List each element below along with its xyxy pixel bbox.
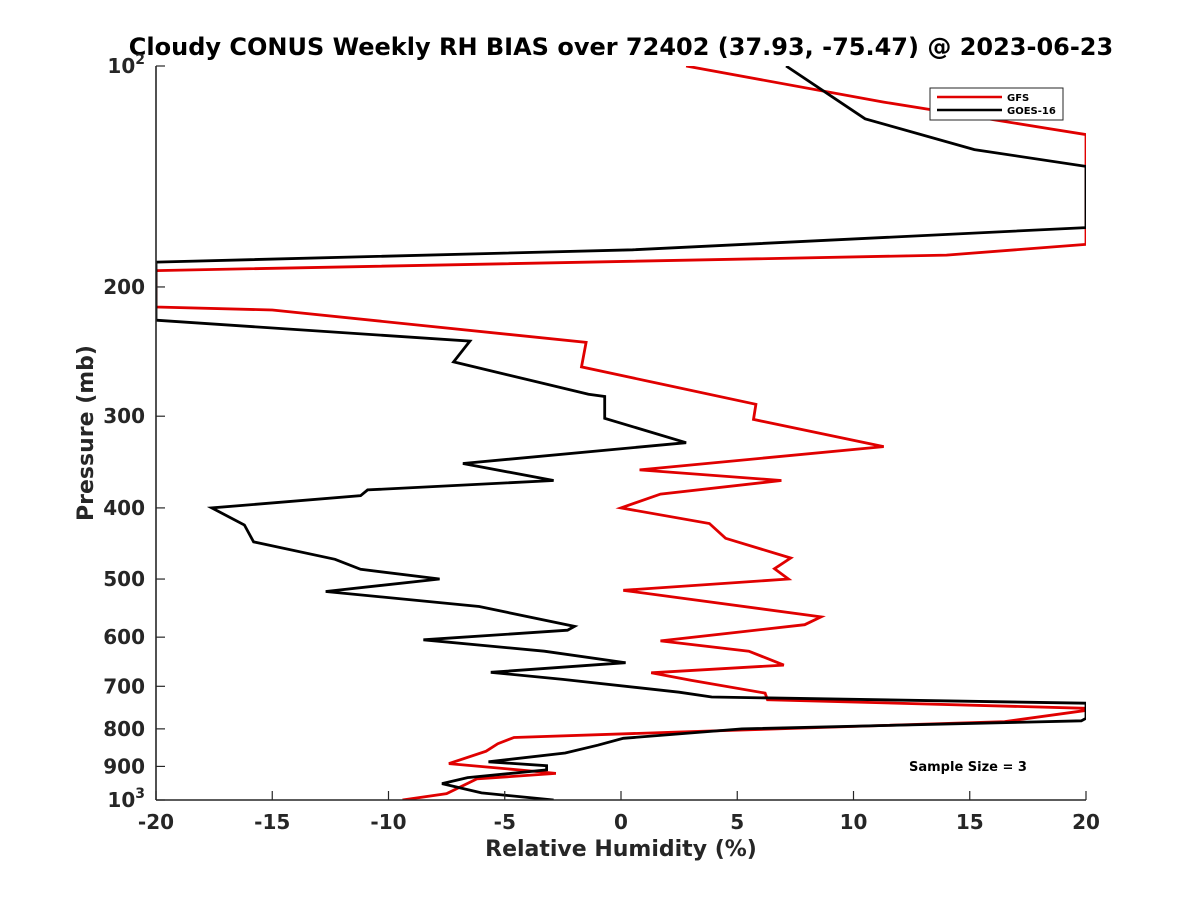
legend-label-goes16: GOES-16 (1007, 106, 1056, 117)
legend-box (929, 87, 1064, 121)
chart-title: Cloudy CONUS Weekly RH BIAS over 72402 (… (129, 33, 1113, 61)
legend-label-gfs: GFS (1007, 93, 1029, 104)
x-axis-title: Relative Humidity (%) (485, 837, 757, 862)
y-tick-label: 700 (103, 674, 145, 698)
y-tick-label: 103 (107, 786, 145, 812)
legend: GFS GOES-16 (929, 87, 1064, 121)
series-line-goes16 (156, 66, 1086, 800)
x-tick-label: 10 (840, 810, 868, 834)
x-tick-label: 20 (1072, 810, 1100, 834)
x-tick-label: 0 (614, 810, 628, 834)
x-tick-label: -20 (138, 810, 174, 834)
y-tick-label: 500 (103, 567, 145, 591)
y-tick-label: 102 (107, 52, 145, 78)
sample-size-annotation: Sample Size = 3 (909, 760, 1027, 775)
x-tick-label: -5 (494, 810, 516, 834)
x-tick-label: -10 (370, 810, 406, 834)
axes-layer: -20 -15 -10 -5 0 5 10 15 20 102 200 300 400 500 600 700… (103, 52, 1100, 834)
y-tick-label: 900 (103, 754, 145, 778)
x-tick-label: 5 (730, 810, 744, 834)
x-tick-label: -15 (254, 810, 290, 834)
plot-area (156, 66, 1086, 800)
y-tick-label: 200 (103, 275, 145, 299)
y-tick-label: 600 (103, 625, 145, 649)
y-tick-label: 800 (103, 717, 145, 741)
y-axis-title: Pressure (mb) (74, 345, 99, 521)
series-line-gfs (156, 66, 1086, 800)
series-layer (156, 66, 1086, 800)
y-tick-label: 300 (103, 404, 145, 428)
x-tick-label: 15 (956, 810, 984, 834)
y-tick-label: 400 (103, 496, 145, 520)
